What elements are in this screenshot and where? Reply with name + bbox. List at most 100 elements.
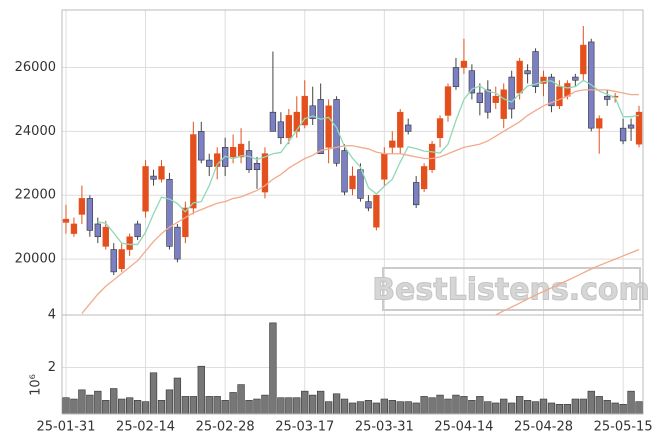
volume-bar [86, 394, 94, 414]
volume-bar [173, 377, 182, 414]
candle-body [540, 76, 547, 84]
volume-bar [237, 384, 245, 414]
volume-bar [229, 392, 237, 414]
volume-bar [388, 400, 396, 414]
y-tick-label: 24000 [15, 124, 56, 139]
candle-body [476, 92, 484, 103]
x-tick-label: 25-03-31 [355, 420, 414, 435]
volume-bar [579, 398, 587, 414]
candle-body [405, 124, 412, 132]
volume-bar [141, 401, 150, 414]
watermark: BestListens.com [372, 273, 650, 308]
candle-body [62, 218, 70, 223]
candle-body [237, 143, 245, 158]
volume-bar [189, 396, 197, 414]
volume-bar [436, 394, 444, 414]
candle-body [508, 76, 515, 110]
volume-bar [332, 393, 341, 414]
candle-body [190, 134, 197, 209]
candle-body [580, 44, 587, 75]
x-tick-label: 25-02-14 [116, 420, 175, 435]
y-tick-label: 26000 [15, 60, 56, 75]
candle-body [198, 131, 205, 161]
candle-body [389, 140, 396, 148]
volume-bar [70, 398, 78, 414]
moving-average-line [495, 248, 640, 315]
volume-bar [468, 400, 476, 414]
volume-bar [285, 397, 293, 414]
volume-bar [571, 398, 579, 414]
x-tick-label: 25-05-15 [594, 420, 653, 435]
candle-body [492, 95, 499, 103]
volume-bar [627, 390, 635, 414]
volume-bar [78, 389, 86, 414]
candle-body [420, 166, 428, 190]
candle-body [452, 67, 460, 87]
volume-bar [595, 396, 603, 414]
volume-bar [94, 390, 102, 414]
x-tick-label: 25-04-14 [434, 420, 493, 435]
y-tick-label: 4 [48, 308, 56, 323]
candle-body [134, 223, 141, 238]
candle-body [142, 166, 149, 212]
volume-bar [340, 398, 349, 414]
candle-body [110, 249, 117, 273]
volume-bar [157, 400, 166, 414]
candle-body [572, 76, 579, 81]
candle-body [341, 150, 348, 193]
candle-body [635, 111, 643, 145]
candle-body [333, 99, 340, 164]
volume-bar [484, 401, 492, 414]
candle-body [261, 153, 269, 193]
volume-frame [61, 314, 644, 415]
volume-bar [269, 322, 277, 414]
volume-bar [324, 401, 333, 414]
volume-bar [118, 398, 126, 414]
candle-body [309, 105, 316, 119]
volume-bar [205, 396, 213, 414]
candle-body [556, 86, 563, 107]
x-tick-label: 25-04-28 [514, 420, 573, 435]
candle-body [604, 95, 611, 100]
plot-area [62, 10, 643, 414]
candle-body [78, 198, 86, 215]
volume-bar [380, 398, 388, 414]
candle-body [619, 127, 627, 142]
volume-bar [492, 402, 500, 414]
candle-body [596, 118, 603, 129]
volume-bar [197, 365, 205, 414]
volume-bar [213, 396, 221, 414]
volume-bar [420, 396, 428, 414]
candle-body [468, 70, 476, 94]
volume-bar [460, 396, 468, 414]
candle-body [524, 70, 531, 75]
y-tick-label: 20000 [15, 252, 56, 267]
candle-body [444, 86, 452, 116]
volume-bar [523, 400, 532, 414]
volume-bar [110, 388, 118, 414]
moving-average-line [81, 89, 640, 314]
candle-body [325, 105, 332, 148]
volume-bar [444, 398, 452, 414]
candle-body [293, 111, 300, 132]
candle-body [349, 175, 356, 190]
candle-body [373, 194, 380, 228]
volume-bar [102, 400, 110, 414]
volume-bar [356, 401, 365, 414]
candle-body [94, 223, 101, 238]
x-tick-label: 25-01-31 [36, 420, 95, 435]
volume-bar [547, 402, 556, 414]
candle-body [158, 166, 165, 180]
candle-body [126, 236, 133, 250]
volume-bar [181, 396, 190, 414]
volume-scale-label: 10⁶ [29, 374, 44, 396]
volume-bar [539, 398, 548, 414]
volume-bar [452, 394, 460, 414]
candle-body [627, 124, 635, 129]
volume-bar [317, 390, 325, 414]
volume-bar [348, 402, 357, 414]
watermark-box [382, 267, 641, 311]
candle-body [301, 95, 308, 126]
volume-bar [245, 400, 253, 414]
